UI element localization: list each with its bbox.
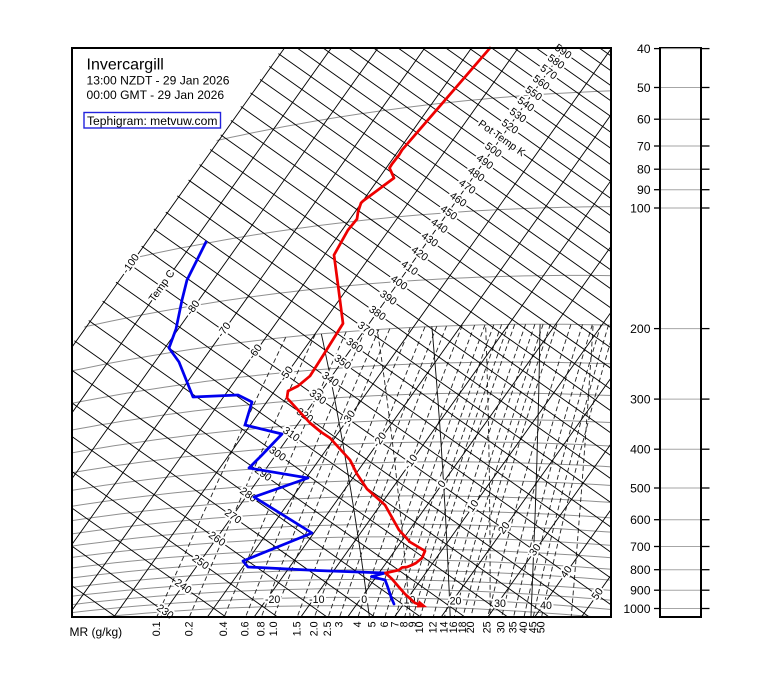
svg-text:50: 50 <box>637 81 651 95</box>
svg-text:2.5: 2.5 <box>322 621 334 636</box>
svg-text:14: 14 <box>438 621 450 633</box>
svg-text:6: 6 <box>379 621 391 627</box>
svg-text:16: 16 <box>448 621 460 633</box>
svg-text:40: 40 <box>637 42 651 56</box>
svg-text:5: 5 <box>367 621 379 627</box>
svg-text:3: 3 <box>334 621 346 627</box>
svg-text:0.6: 0.6 <box>240 621 252 636</box>
svg-text:9: 9 <box>407 621 419 627</box>
svg-text:100: 100 <box>630 202 651 216</box>
svg-text:0.1: 0.1 <box>151 621 163 636</box>
svg-text:18: 18 <box>457 621 469 633</box>
svg-text:700: 700 <box>630 540 651 554</box>
svg-text:30: 30 <box>496 621 508 633</box>
svg-text:-10: -10 <box>309 594 324 606</box>
svg-text:-20: -20 <box>265 594 280 606</box>
svg-text:800: 800 <box>630 563 651 577</box>
svg-text:0: 0 <box>361 594 367 606</box>
svg-text:500: 500 <box>630 482 651 496</box>
svg-text:0.4: 0.4 <box>218 621 230 636</box>
svg-text:0.2: 0.2 <box>183 621 195 636</box>
svg-text:12: 12 <box>427 621 439 633</box>
svg-text:600: 600 <box>630 513 651 527</box>
svg-text:2.0: 2.0 <box>309 621 321 636</box>
svg-text:30: 30 <box>494 598 506 610</box>
svg-text:300: 300 <box>630 393 651 407</box>
svg-text:60: 60 <box>637 113 651 127</box>
svg-text:45: 45 <box>527 621 539 633</box>
svg-text:70: 70 <box>637 140 651 154</box>
svg-text:7: 7 <box>389 621 401 627</box>
svg-text:20: 20 <box>450 596 462 608</box>
svg-text:00:00 GMT - 29 Jan 2026: 00:00 GMT - 29 Jan 2026 <box>87 88 225 102</box>
svg-text:MR (g/kg): MR (g/kg) <box>70 625 123 639</box>
svg-text:50: 50 <box>536 621 548 633</box>
svg-text:20: 20 <box>465 621 477 633</box>
svg-text:90: 90 <box>637 183 651 197</box>
svg-text:900: 900 <box>630 584 651 598</box>
svg-text:0.8: 0.8 <box>255 621 267 636</box>
svg-text:13:00 NZDT - 29 Jan 2026: 13:00 NZDT - 29 Jan 2026 <box>87 73 230 87</box>
svg-text:4: 4 <box>352 621 364 627</box>
svg-text:40: 40 <box>518 621 530 633</box>
svg-text:10: 10 <box>414 621 426 633</box>
svg-text:1.0: 1.0 <box>268 621 280 636</box>
svg-text:Invercargill: Invercargill <box>87 57 164 74</box>
svg-text:1.5: 1.5 <box>291 621 303 636</box>
svg-text:8: 8 <box>399 621 411 627</box>
svg-text:40: 40 <box>540 600 552 612</box>
svg-text:200: 200 <box>630 322 651 336</box>
svg-text:400: 400 <box>630 443 651 457</box>
svg-text:25: 25 <box>482 621 494 633</box>
svg-text:80: 80 <box>637 163 651 177</box>
svg-text:35: 35 <box>508 621 520 633</box>
svg-text:10: 10 <box>404 595 416 607</box>
svg-text:Tephigram: metvuw.com: Tephigram: metvuw.com <box>87 114 217 128</box>
svg-text:1000: 1000 <box>623 602 650 616</box>
